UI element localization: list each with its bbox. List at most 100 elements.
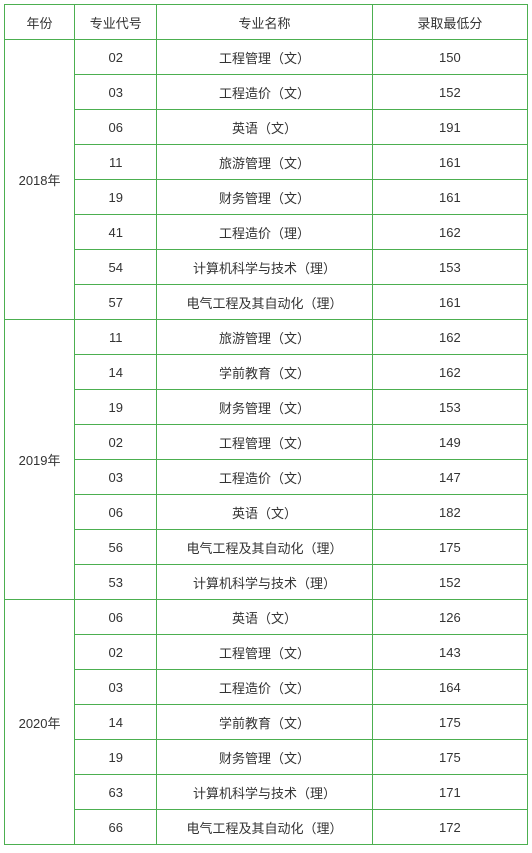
- cell-score: 162: [372, 320, 527, 355]
- cell-score: 153: [372, 250, 527, 285]
- table-row: 2020年06英语（文）126: [5, 600, 528, 635]
- cell-name: 财务管理（文）: [157, 390, 372, 425]
- cell-score: 161: [372, 285, 527, 320]
- cell-score: 162: [372, 355, 527, 390]
- cell-code: 19: [75, 740, 157, 775]
- cell-year: 2019年: [5, 320, 75, 600]
- table-body: 2018年02工程管理（文）15003工程造价（文）15206英语（文）1911…: [5, 40, 528, 845]
- header-code: 专业代号: [75, 5, 157, 40]
- table-row: 14学前教育（文）162: [5, 355, 528, 390]
- table-row: 57电气工程及其自动化（理）161: [5, 285, 528, 320]
- table-row: 19财务管理（文）153: [5, 390, 528, 425]
- cell-code: 57: [75, 285, 157, 320]
- cell-name: 财务管理（文）: [157, 740, 372, 775]
- cell-year: 2018年: [5, 40, 75, 320]
- cell-code: 56: [75, 530, 157, 565]
- cell-code: 02: [75, 40, 157, 75]
- cell-name: 电气工程及其自动化（理）: [157, 530, 372, 565]
- cell-name: 英语（文）: [157, 110, 372, 145]
- table-row: 06英语（文）191: [5, 110, 528, 145]
- cell-code: 06: [75, 110, 157, 145]
- cell-code: 19: [75, 390, 157, 425]
- cell-name: 工程管理（文）: [157, 425, 372, 460]
- table-row: 54计算机科学与技术（理）153: [5, 250, 528, 285]
- table-row: 53计算机科学与技术（理）152: [5, 565, 528, 600]
- data-table: 年份 专业代号 专业名称 录取最低分 2018年02工程管理（文）15003工程…: [4, 4, 528, 845]
- cell-code: 06: [75, 495, 157, 530]
- cell-score: 153: [372, 390, 527, 425]
- cell-name: 计算机科学与技术（理）: [157, 775, 372, 810]
- cell-year: 2020年: [5, 600, 75, 845]
- cell-score: 126: [372, 600, 527, 635]
- cell-code: 63: [75, 775, 157, 810]
- header-score: 录取最低分: [372, 5, 527, 40]
- cell-name: 英语（文）: [157, 600, 372, 635]
- table-row: 03工程造价（文）152: [5, 75, 528, 110]
- cell-score: 164: [372, 670, 527, 705]
- cell-name: 计算机科学与技术（理）: [157, 250, 372, 285]
- admission-scores-table: 年份 专业代号 专业名称 录取最低分 2018年02工程管理（文）15003工程…: [4, 4, 528, 845]
- cell-code: 19: [75, 180, 157, 215]
- table-row: 03工程造价（文）164: [5, 670, 528, 705]
- table-row: 41工程造价（理）162: [5, 215, 528, 250]
- cell-score: 162: [372, 215, 527, 250]
- cell-score: 175: [372, 740, 527, 775]
- cell-name: 计算机科学与技术（理）: [157, 565, 372, 600]
- cell-score: 171: [372, 775, 527, 810]
- cell-code: 11: [75, 145, 157, 180]
- cell-name: 旅游管理（文）: [157, 145, 372, 180]
- cell-name: 英语（文）: [157, 495, 372, 530]
- cell-score: 191: [372, 110, 527, 145]
- cell-name: 工程管理（文）: [157, 40, 372, 75]
- table-row: 14学前教育（文）175: [5, 705, 528, 740]
- cell-name: 电气工程及其自动化（理）: [157, 810, 372, 845]
- table-row: 19财务管理（文）175: [5, 740, 528, 775]
- table-row: 03工程造价（文）147: [5, 460, 528, 495]
- cell-name: 工程造价（文）: [157, 460, 372, 495]
- cell-code: 11: [75, 320, 157, 355]
- cell-code: 02: [75, 425, 157, 460]
- cell-code: 66: [75, 810, 157, 845]
- cell-code: 02: [75, 635, 157, 670]
- table-row: 66电气工程及其自动化（理）172: [5, 810, 528, 845]
- table-row: 63计算机科学与技术（理）171: [5, 775, 528, 810]
- cell-score: 175: [372, 705, 527, 740]
- cell-name: 电气工程及其自动化（理）: [157, 285, 372, 320]
- table-header-row: 年份 专业代号 专业名称 录取最低分: [5, 5, 528, 40]
- cell-code: 03: [75, 670, 157, 705]
- table-row: 06英语（文）182: [5, 495, 528, 530]
- cell-score: 172: [372, 810, 527, 845]
- cell-score: 161: [372, 145, 527, 180]
- cell-name: 工程造价（文）: [157, 75, 372, 110]
- cell-code: 41: [75, 215, 157, 250]
- cell-score: 150: [372, 40, 527, 75]
- table-row: 11旅游管理（文）161: [5, 145, 528, 180]
- cell-score: 152: [372, 565, 527, 600]
- table-row: 02工程管理（文）149: [5, 425, 528, 460]
- cell-code: 54: [75, 250, 157, 285]
- cell-score: 175: [372, 530, 527, 565]
- cell-score: 152: [372, 75, 527, 110]
- cell-score: 182: [372, 495, 527, 530]
- table-row: 56电气工程及其自动化（理）175: [5, 530, 528, 565]
- cell-name: 工程造价（文）: [157, 670, 372, 705]
- cell-score: 149: [372, 425, 527, 460]
- table-row: 02工程管理（文）143: [5, 635, 528, 670]
- cell-name: 工程管理（文）: [157, 635, 372, 670]
- cell-name: 旅游管理（文）: [157, 320, 372, 355]
- table-row: 2018年02工程管理（文）150: [5, 40, 528, 75]
- cell-code: 06: [75, 600, 157, 635]
- cell-name: 学前教育（文）: [157, 355, 372, 390]
- table-row: 19财务管理（文）161: [5, 180, 528, 215]
- table-row: 2019年11旅游管理（文）162: [5, 320, 528, 355]
- cell-name: 财务管理（文）: [157, 180, 372, 215]
- header-year: 年份: [5, 5, 75, 40]
- cell-name: 工程造价（理）: [157, 215, 372, 250]
- cell-code: 14: [75, 705, 157, 740]
- cell-name: 学前教育（文）: [157, 705, 372, 740]
- cell-code: 03: [75, 75, 157, 110]
- cell-code: 53: [75, 565, 157, 600]
- cell-score: 143: [372, 635, 527, 670]
- header-name: 专业名称: [157, 5, 372, 40]
- cell-code: 14: [75, 355, 157, 390]
